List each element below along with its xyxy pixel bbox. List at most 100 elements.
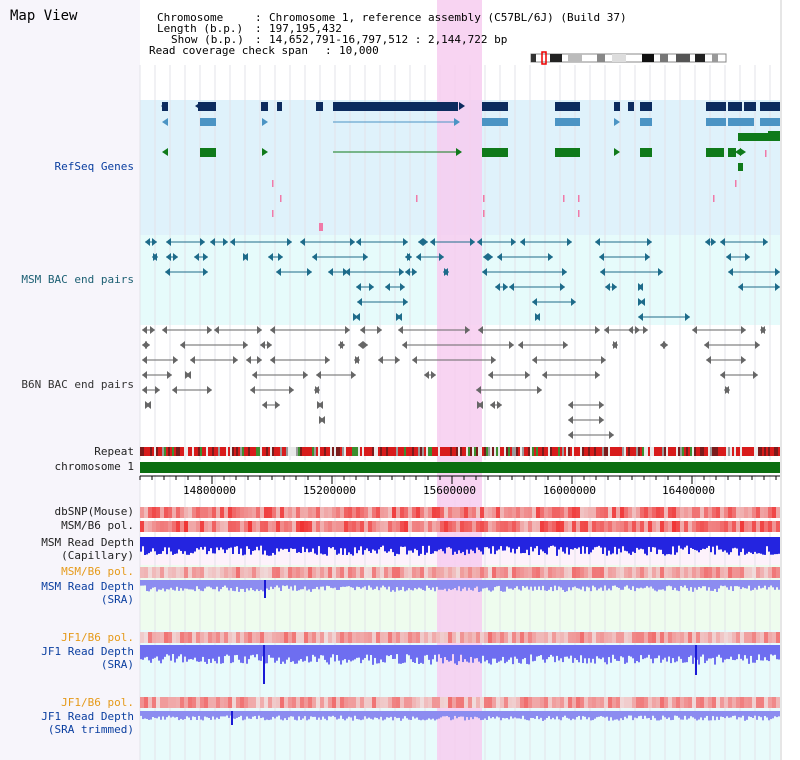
heat-cell (640, 521, 644, 532)
depth-bar (590, 580, 592, 592)
depth-bar (548, 645, 550, 658)
depth-bar (274, 580, 276, 588)
depth-bar (140, 537, 142, 552)
track-label-jf1-depth-sra-1[interactable]: JF1 Read Depth (41, 645, 134, 658)
depth-bar (282, 645, 284, 662)
heat-cell (432, 632, 436, 643)
depth-bar (504, 537, 506, 551)
depth-bar (248, 645, 250, 660)
track-label-repeat[interactable]: Repeat (94, 445, 134, 458)
bac-end (509, 283, 514, 291)
depth-bar (260, 711, 262, 719)
track-label-msm-bac[interactable]: MSM BAC end pairs (21, 273, 134, 286)
track-label-dbsnp[interactable]: dbSNP(Mouse) (54, 505, 134, 518)
bac-end (363, 253, 368, 261)
track-label-jf1-b6-pol[interactable]: JF1/B6 pol. (61, 631, 134, 644)
heat-cell (188, 697, 192, 708)
depth-bar (400, 711, 402, 721)
depth-bar (202, 645, 204, 657)
bac-end (300, 238, 305, 246)
track-label-msm-depth-sra-1[interactable]: MSM Read Depth (41, 580, 134, 593)
repeat-element (224, 447, 226, 456)
ideogram-band (642, 54, 654, 62)
bac-end (145, 238, 150, 246)
bac-end (340, 341, 345, 349)
heat-cell (584, 507, 588, 518)
heat-cell (288, 507, 292, 518)
track-label-msm-b6-pol-2[interactable]: MSM/B6 pol. (61, 565, 134, 578)
heat-cell (368, 567, 372, 578)
heat-cell (448, 507, 452, 518)
bac-end (243, 253, 248, 261)
depth-bar (644, 645, 646, 659)
heat-cell (392, 567, 396, 578)
heat-cell (252, 521, 256, 532)
repeat-element (282, 447, 284, 456)
bac-end (745, 253, 750, 261)
heat-cell (400, 507, 404, 518)
track-label-b6n-bac[interactable]: B6N BAC end pairs (21, 378, 134, 391)
ideogram-band (660, 54, 668, 62)
chromosome-bar (140, 462, 780, 473)
track-label-jf1-b6-pol-2[interactable]: JF1/B6 pol. (61, 696, 134, 709)
repeat-element (210, 447, 212, 456)
heat-cell (672, 567, 676, 578)
heat-cell (316, 567, 320, 578)
heat-cell (276, 521, 280, 532)
heat-cell (684, 521, 688, 532)
track-label-refseq-genes[interactable]: RefSeq Genes (54, 160, 134, 173)
depth-bar (282, 711, 284, 721)
depth-bar (558, 537, 560, 550)
depth-bar (360, 645, 362, 664)
repeat-element (420, 447, 422, 456)
depth-bar (176, 645, 178, 659)
depth-bar (464, 645, 466, 660)
depth-bar (618, 537, 620, 549)
track-label-msm-depth-cap-1[interactable]: MSM Read Depth (41, 536, 134, 549)
heat-cell (224, 521, 228, 532)
heat-cell (300, 507, 304, 518)
depth-bar (714, 537, 716, 555)
depth-bar (744, 537, 746, 555)
bac-end (542, 371, 547, 379)
depth-bar (356, 711, 358, 720)
depth-bar (726, 580, 728, 588)
heat-cell (600, 507, 604, 518)
depth-bar (564, 580, 566, 592)
depth-bar (338, 537, 340, 554)
repeat-element (552, 447, 554, 456)
depth-bar (394, 580, 396, 592)
repeat-element (582, 447, 584, 456)
depth-bar (226, 711, 228, 716)
bac-end (214, 326, 219, 334)
heat-cell (460, 632, 464, 643)
depth-bar (390, 580, 392, 592)
depth-bar (352, 580, 354, 588)
heat-cell (216, 632, 220, 643)
depth-bar (644, 580, 646, 588)
track-label-msm-b6-pol[interactable]: MSM/B6 pol. (61, 519, 134, 532)
depth-bar (294, 537, 296, 549)
heat-cell (628, 697, 632, 708)
depth-bar (276, 537, 278, 549)
bac-end (378, 356, 383, 364)
heat-cell (536, 507, 540, 518)
depth-bar (186, 580, 188, 589)
depth-bar (536, 711, 538, 717)
depth-bar (724, 645, 726, 660)
heat-cell (496, 507, 500, 518)
track-label-jf1-depth-trim-1[interactable]: JF1 Read Depth (41, 710, 134, 723)
track-label-chromosome[interactable]: chromosome 1 (54, 460, 134, 473)
bac-end (190, 356, 195, 364)
depth-bar (394, 537, 396, 556)
depth-bar (308, 537, 310, 553)
heat-cell (336, 697, 340, 708)
depth-bar (438, 645, 440, 655)
bac-end (153, 253, 158, 261)
depth-bar (758, 711, 760, 717)
repeat-element (432, 447, 434, 456)
heat-cell (276, 697, 280, 708)
bac-end (289, 386, 294, 394)
heat-cell (548, 567, 552, 578)
